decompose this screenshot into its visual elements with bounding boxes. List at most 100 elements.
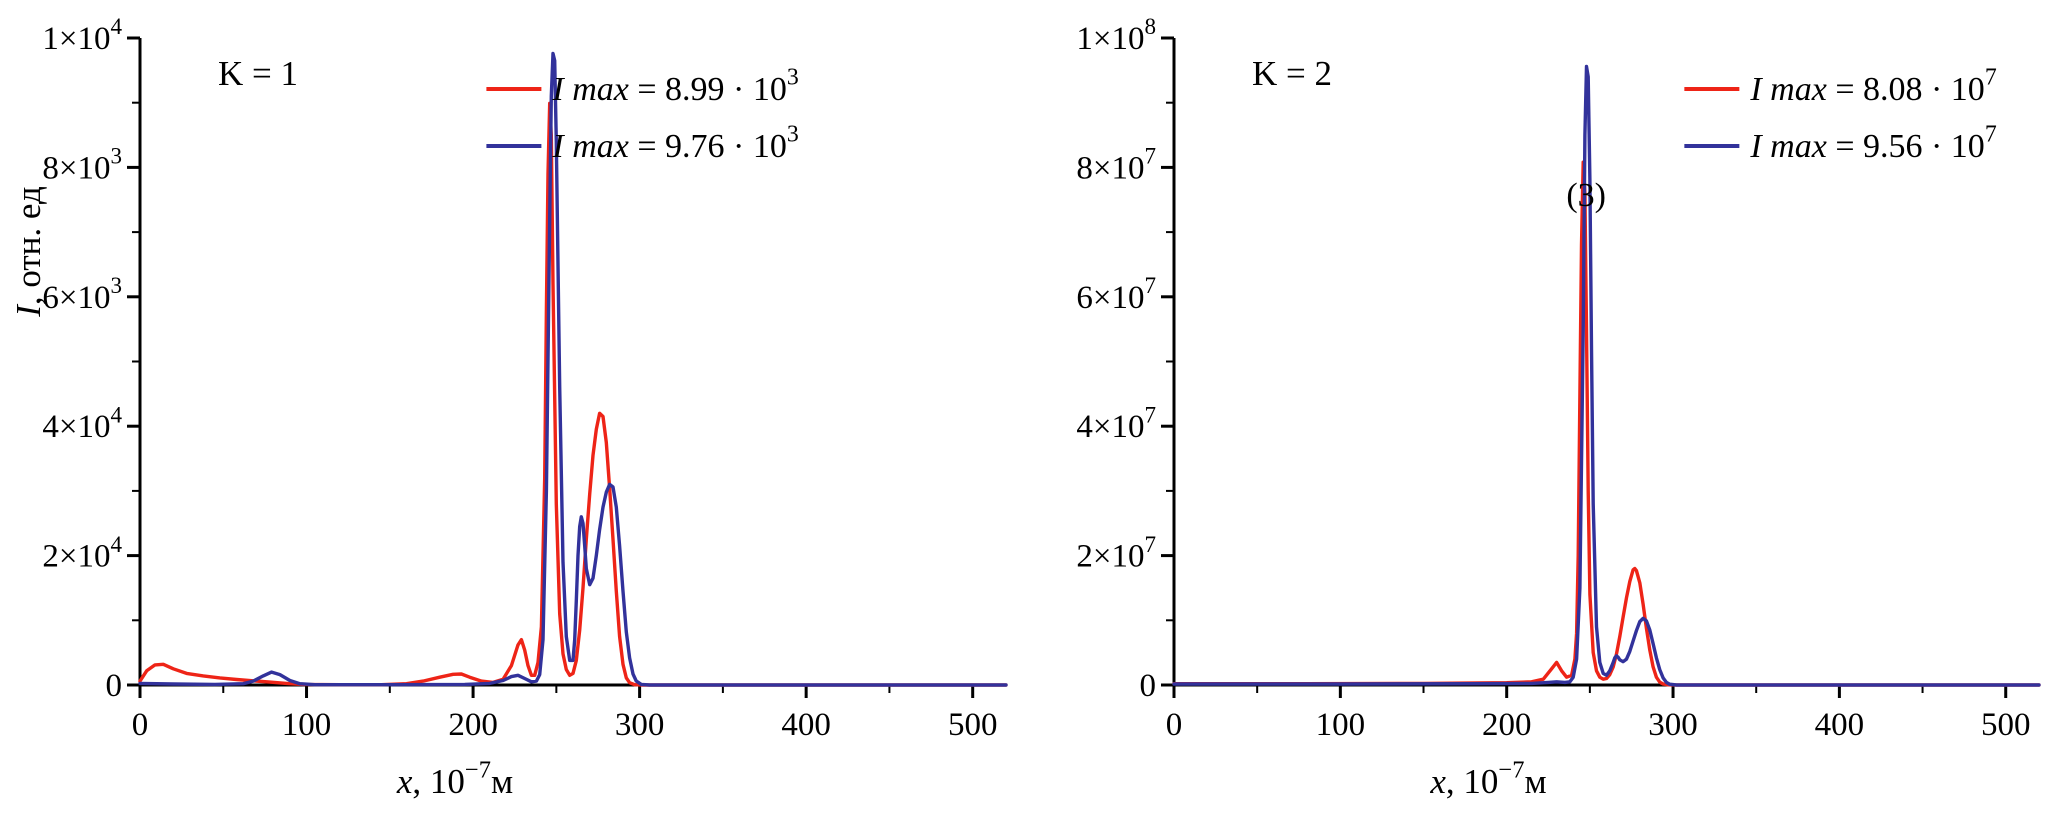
- x-axis-label: x, 10−7м: [396, 756, 513, 801]
- text-run: I max: [551, 71, 628, 108]
- x-tick-label: 100: [282, 707, 332, 743]
- panel-title: K = 2: [1252, 54, 1332, 93]
- y-tick-label: 0: [106, 668, 123, 704]
- legend-label-red: I max = 8.99 · 103: [551, 65, 798, 108]
- series-curve-blue: [138, 51, 1008, 687]
- superscript: 7: [1144, 272, 1156, 298]
- x-tick-label: 100: [1316, 707, 1366, 743]
- x-axis-label: x, 10−7м: [1429, 756, 1546, 801]
- text-run: 200: [448, 707, 498, 743]
- text-run: 2×10: [42, 539, 110, 575]
- text-run: 8×10: [1076, 150, 1144, 186]
- superscript: −7: [1498, 756, 1524, 783]
- text-run: x: [1429, 762, 1446, 801]
- y-tick-label: 2×107: [1076, 531, 1156, 575]
- series-curve-blue: [1172, 64, 2041, 687]
- superscript: 7: [1985, 65, 1997, 91]
- text-run: = 8.08 · 10: [1827, 71, 1985, 108]
- y-tick-label: 6×103: [42, 272, 122, 316]
- chart-panel-k2: 0 100 200 300 400 500 0 2×107 4×107 6×107 8×107 1×1…: [1034, 0, 2067, 827]
- superscript: 4: [110, 401, 122, 427]
- superscript: 4: [110, 531, 122, 557]
- text-run: K = 1: [218, 54, 298, 93]
- y-tick-label: 1×108: [1076, 13, 1156, 57]
- text-run: 6×10: [1076, 280, 1144, 316]
- x-tick-label: 300: [615, 707, 665, 743]
- equation-number: (3): [1566, 177, 1606, 214]
- text-run: 300: [1648, 707, 1698, 743]
- chart-svg: 0 100 200 300 400 50002×1074×1076×1078×1071×1…: [1076, 13, 2041, 801]
- superscript: 4: [110, 13, 122, 39]
- y-tick-label: 6×107: [1076, 272, 1156, 316]
- x-tick-label: 500: [948, 707, 998, 743]
- text-run: 4×10: [1076, 409, 1144, 445]
- text-run: , отн. ед: [9, 186, 48, 305]
- x-tick-label: 300: [1648, 707, 1698, 743]
- y-tick-label: 4×107: [1076, 401, 1156, 445]
- x-tick-label: 500: [1981, 707, 2031, 743]
- x-tick-label: 400: [781, 707, 831, 743]
- text-run: K = 2: [1252, 54, 1332, 93]
- text-run: 500: [1981, 707, 2031, 743]
- panel-title: K = 1: [218, 54, 298, 93]
- text-run: x: [396, 762, 413, 801]
- legend-label-blue: I max = 9.56 · 107: [1749, 122, 1996, 165]
- x-tick-label: 0: [1166, 707, 1183, 743]
- x-tick-label: 200: [1482, 707, 1532, 743]
- text-run: 1×10: [1076, 21, 1144, 57]
- text-run: 500: [948, 707, 998, 743]
- superscript: 7: [1985, 122, 1997, 148]
- superscript: 3: [110, 143, 122, 169]
- legend-label-blue: I max = 9.76 · 103: [551, 122, 798, 165]
- text-run: 100: [1316, 707, 1366, 743]
- superscript: 8: [1144, 13, 1156, 39]
- text-run: I max: [1749, 128, 1826, 165]
- text-run: 400: [781, 707, 831, 743]
- x-tick-label: 200: [448, 707, 498, 743]
- text-run: м: [1524, 762, 1546, 801]
- text-run: 0: [1166, 707, 1183, 743]
- text-run: 2×10: [1076, 539, 1144, 575]
- text-run: 0: [106, 668, 123, 704]
- text-run: 4×10: [42, 409, 110, 445]
- text-run: I max: [1749, 71, 1826, 108]
- text-run: , 10: [412, 762, 465, 801]
- superscript: 7: [1144, 531, 1156, 557]
- superscript: 3: [110, 272, 122, 298]
- text-run: = 9.56 · 10: [1827, 128, 1985, 165]
- text-run: 6×10: [42, 280, 110, 316]
- text-run: 0: [132, 707, 149, 743]
- legend-label-red: I max = 8.08 · 107: [1749, 65, 1996, 108]
- text-run: 200: [1482, 707, 1532, 743]
- series-curve-red: [1172, 160, 2041, 687]
- text-run: I max: [551, 128, 628, 165]
- text-run: I: [9, 303, 48, 318]
- superscript: 7: [1144, 143, 1156, 169]
- y-tick-label: 1×104: [42, 13, 122, 57]
- text-run: , 10: [1446, 762, 1499, 801]
- series-curve-red: [138, 101, 1008, 687]
- chart-panel-k1: 0 100 200 300 400 500 0 2×104 4×104 6×103 8×103 1×1…: [9, 13, 1008, 801]
- superscript: 7: [1144, 401, 1156, 427]
- text-run: 8×10: [42, 150, 110, 186]
- text-run: 400: [1815, 707, 1865, 743]
- y-axis-label: I, отн. ед: [9, 186, 48, 318]
- chart-svg: 0 100 200 300 400 50002×1044×1046×1038×1031×1…: [9, 13, 1008, 801]
- text-run: м: [491, 762, 513, 801]
- superscript: −7: [465, 756, 491, 783]
- x-tick-label: 400: [1815, 707, 1865, 743]
- text-run: 0: [1140, 668, 1157, 704]
- text-run: 100: [282, 707, 332, 743]
- y-tick-label: 8×107: [1076, 143, 1156, 187]
- text-run: = 8.99 · 10: [629, 71, 787, 108]
- y-tick-label: 4×104: [42, 401, 122, 445]
- y-tick-label: 8×103: [42, 143, 122, 187]
- y-tick-label: 0: [1140, 668, 1157, 704]
- text-run: 1×10: [42, 21, 110, 57]
- superscript: 3: [787, 65, 799, 91]
- y-tick-label: 2×104: [42, 531, 122, 575]
- text-run: (3): [1566, 177, 1606, 214]
- superscript: 3: [787, 122, 799, 148]
- text-run: = 9.76 · 10: [629, 128, 787, 165]
